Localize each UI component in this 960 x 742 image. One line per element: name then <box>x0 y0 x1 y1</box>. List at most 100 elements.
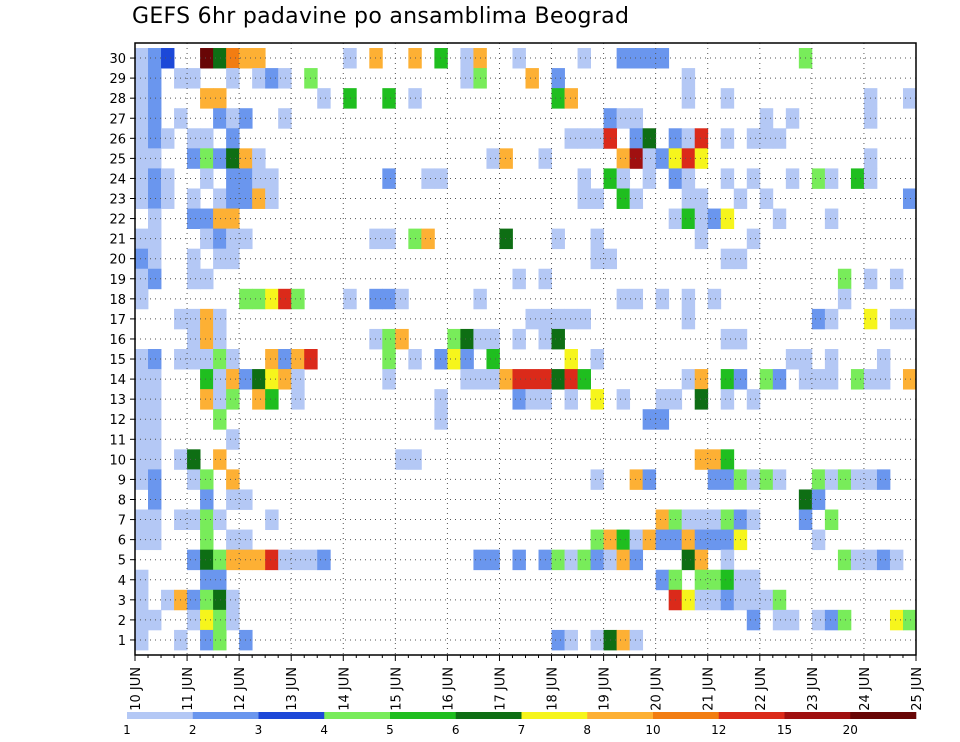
heatmap-cell <box>759 188 774 209</box>
heatmap-cell <box>837 609 852 631</box>
heatmap-cell <box>135 529 149 551</box>
heatmap-cell <box>148 389 162 410</box>
heatmap-cell <box>785 349 800 370</box>
legend-swatch <box>521 712 588 719</box>
heatmap-cell <box>499 228 513 250</box>
heatmap-cell <box>187 268 201 290</box>
heatmap-cell <box>278 369 292 390</box>
heatmap-cell <box>759 589 774 611</box>
heatmap-cell <box>785 168 800 189</box>
heatmap-cell <box>135 148 149 169</box>
heatmap-cell <box>252 148 266 169</box>
x-tick-label: 12 JUN <box>233 667 248 711</box>
heatmap-cell <box>135 389 149 410</box>
heatmap-cell <box>135 509 149 530</box>
legend-label: 3 <box>255 723 263 737</box>
y-tick-label: 25 <box>109 152 126 167</box>
heatmap-cell <box>226 48 240 69</box>
heatmap-cell <box>434 409 448 430</box>
heatmap-cell <box>252 68 266 89</box>
heatmap-cell <box>876 349 891 370</box>
heatmap-cell <box>135 349 149 370</box>
heatmap-cell <box>772 369 787 390</box>
heatmap-cell <box>434 389 448 410</box>
legend-label: 4 <box>320 723 328 737</box>
heatmap-cell <box>616 629 631 651</box>
heatmap-cell <box>629 128 644 149</box>
heatmap-cell <box>616 48 631 69</box>
heatmap-cell <box>291 389 305 410</box>
heatmap-cell <box>187 128 201 149</box>
heatmap-cell <box>148 409 162 430</box>
heatmap-cell <box>265 549 279 571</box>
heatmap-cell <box>187 208 201 230</box>
heatmap-cell <box>187 68 201 89</box>
heatmap-cell <box>655 529 670 551</box>
heatmap-cell <box>265 68 279 89</box>
heatmap-cell <box>161 168 175 189</box>
heatmap-cell <box>681 128 696 149</box>
heatmap-cell <box>265 509 279 530</box>
heatmap-cell <box>720 509 735 530</box>
y-tick-label: 26 <box>109 132 126 147</box>
heatmap-cell <box>486 369 500 390</box>
heatmap-cell <box>681 509 696 530</box>
heatmap-cell <box>759 369 774 390</box>
heatmap-cell <box>811 369 826 390</box>
heatmap-cell <box>200 509 214 530</box>
heatmap-cell <box>486 349 500 370</box>
heatmap-cell <box>278 549 292 571</box>
y-tick-label: 27 <box>109 112 126 127</box>
heatmap-cell <box>434 168 448 189</box>
heatmap-cell <box>369 228 383 250</box>
heatmap-cell <box>824 609 839 631</box>
heatmap-cell <box>187 469 201 490</box>
heatmap-cell <box>681 148 696 169</box>
heatmap-cell <box>746 609 761 631</box>
heatmap-cell <box>694 208 709 230</box>
legend-swatch <box>455 712 522 719</box>
heatmap-cell <box>135 248 149 270</box>
x-tick-label: 14 JUN <box>337 667 352 711</box>
heatmap-cell <box>694 509 709 530</box>
legend-label: 20 <box>843 723 858 737</box>
heatmap-cell <box>525 308 539 330</box>
heatmap-cell <box>551 228 565 250</box>
heatmap-cell <box>148 489 162 510</box>
heatmap-cell <box>226 489 240 510</box>
heatmap-cell <box>252 288 266 310</box>
heatmap-cell <box>382 168 396 189</box>
heatmap-cell <box>148 108 162 129</box>
heatmap-cell <box>720 389 735 410</box>
heatmap-cell <box>421 168 435 189</box>
heatmap-cell <box>135 268 149 290</box>
heatmap-cell <box>148 128 162 149</box>
heatmap-cell <box>148 228 162 250</box>
heatmap-cell <box>460 328 474 350</box>
legend-label: 1 <box>123 723 131 737</box>
heatmap-cell <box>525 369 539 390</box>
heatmap-cell <box>200 629 214 651</box>
heatmap-cell <box>577 128 591 149</box>
heatmap-cell <box>200 389 214 410</box>
heatmap-cell <box>590 228 604 250</box>
x-tick-label: 22 JUN <box>754 667 769 711</box>
y-tick-label: 15 <box>109 353 126 368</box>
heatmap-cell <box>135 409 149 430</box>
x-tick-label: 25 JUN <box>910 667 925 711</box>
heatmap-cell <box>590 389 604 410</box>
heatmap-cell <box>200 328 214 350</box>
heatmap-cell <box>681 188 696 209</box>
heatmap-cell <box>707 509 722 530</box>
heatmap-cell <box>681 369 696 390</box>
heatmap-cell <box>577 48 591 69</box>
legend-label: 8 <box>583 723 591 737</box>
heatmap-cell <box>551 369 565 390</box>
heatmap-cell <box>616 288 631 310</box>
heatmap-cell <box>590 469 604 490</box>
heatmap-cell <box>200 268 214 290</box>
heatmap-cell <box>213 349 227 370</box>
heatmap-cell <box>616 389 631 410</box>
heatmap-cell <box>395 288 409 310</box>
heatmap-cell <box>616 188 631 209</box>
